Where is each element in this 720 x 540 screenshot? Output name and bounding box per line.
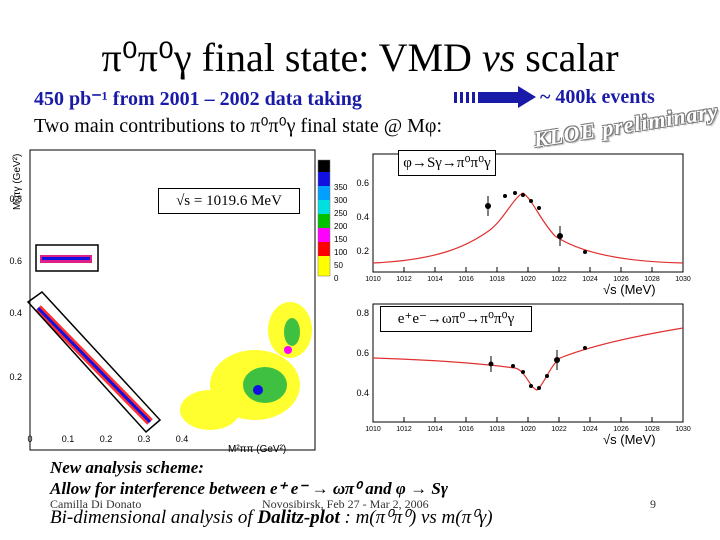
arrow-graphic (454, 86, 536, 108)
dalitz-colorbar: 350 300 250 200 150 100 50 0 (317, 159, 348, 283)
dalitz-x-tick: 0.3 (138, 434, 151, 444)
analysis-scheme-text: New analysis scheme: (50, 458, 204, 477)
x-tick-label: 1022 (551, 276, 567, 283)
events-text: ~ 400k events (540, 86, 655, 108)
colorbar-tick: 0 (334, 274, 339, 283)
x-tick-label: 1024 (582, 426, 598, 433)
page-number: 9 (650, 497, 656, 511)
colorbar-tick: 250 (334, 209, 348, 218)
omega-band-core (42, 257, 90, 260)
colorbar-tick: 100 (334, 248, 348, 257)
luminosity-text: 450 pb⁻¹ from 2001 – 2002 data taking (34, 88, 362, 110)
x-tick-label: 1016 (458, 426, 474, 433)
dalitz-x-tick: 0.4 (176, 434, 189, 444)
footer-conference: Novosibirsk, Feb 27 - Mar 2, 2006 (262, 497, 429, 511)
omega-fit-curve (372, 327, 684, 391)
omega-band-box (35, 244, 99, 272)
omega-y-tick: 0.6 (356, 348, 369, 358)
energy-label: √s = 1019.6 MeV (158, 188, 300, 214)
x-tick-label: 1016 (458, 276, 474, 283)
x-tick-label: 1012 (396, 276, 412, 283)
x-tick-label: 1024 (582, 276, 598, 283)
omega-data-points (488, 346, 587, 390)
x-tick-label: 1020 (520, 426, 536, 433)
omega-y-tick: 0.8 (356, 308, 369, 318)
bidim-prefix: Bi-dimensional analysis of (50, 507, 253, 528)
x-tick-label: 1018 (489, 426, 505, 433)
omega-xlabel: √s (MeV) (603, 432, 656, 447)
scalar-plot-label: φ→Sγ→π⁰π⁰γ (398, 150, 496, 176)
x-tick-label: 1028 (644, 276, 660, 283)
x-tick-label: 1018 (489, 276, 505, 283)
title-rest: scalar (525, 35, 619, 80)
dalitz-y-tick: 0.8 (9, 194, 22, 204)
footer-author: Camilla Di Donato (50, 497, 142, 511)
dalitz-y-tick: 0.6 (9, 256, 22, 266)
dalitz-x-tick: 0 (27, 434, 32, 444)
x-tick-label: 1020 (520, 276, 536, 283)
scalar-xlabel: √s (MeV) (603, 282, 656, 297)
omega-x-axis: 1010 1012 1014 1016 1018 1020 1022 1024 1026 1028… (365, 417, 691, 433)
title-main: π⁰π⁰γ final state: VMD (101, 35, 472, 80)
x-tick-label: 1014 (427, 276, 443, 283)
dalitz-y-axis: 0.8 0.6 0.4 0.2 M²πγ (GeV²) (9, 154, 23, 382)
colorbar-tick: 350 (334, 183, 348, 192)
scalar-y-tick: 0.4 (356, 212, 369, 222)
contributions-text: Two main contributions to π⁰π⁰γ final st… (34, 115, 443, 137)
dalitz-word: Dalitz-plot (257, 507, 340, 528)
slide-title: π⁰π⁰γ final state: VMD vs scalar (0, 34, 720, 81)
dalitz-ylabel: M²πγ (GeV²) (12, 154, 23, 210)
omega-plot-label: e⁺e⁻→ωπ⁰→π⁰π⁰γ (380, 306, 532, 332)
title-vs: vs (481, 35, 516, 80)
bidimensional-text: Bi-dimensional analysis of Dalitz-plot :… (50, 506, 493, 529)
omega-y-tick: 0.4 (356, 388, 369, 398)
x-tick-label: 1028 (644, 426, 660, 433)
x-tick-label: 1012 (396, 426, 412, 433)
dalitz-x-axis: 0 0.1 0.2 0.3 0.4 M²ππ (GeV²) (27, 434, 286, 455)
dalitz-xlabel: M²ππ (GeV²) (228, 444, 286, 455)
dalitz-y-tick: 0.2 (9, 372, 22, 382)
colorbar-tick: 150 (334, 235, 348, 244)
x-tick-label: 1030 (675, 276, 691, 283)
interference-text: Allow for interference between e⁺ e⁻ → ω… (50, 479, 448, 498)
scalar-y-tick: 0.6 (356, 178, 369, 188)
dalitz-x-tick: 0.2 (100, 434, 113, 444)
x-tick-label: 1030 (675, 426, 691, 433)
x-tick-label: 1022 (551, 426, 567, 433)
scalar-data-points (485, 191, 587, 254)
scalar-y-tick: 0.2 (356, 246, 369, 256)
x-tick-label: 1010 (365, 276, 381, 283)
scalar-x-axis: 1010 1012 1014 1016 1018 1020 1022 1024 1026 1028… (365, 267, 691, 283)
colorbar-tick: 200 (334, 222, 348, 231)
bidim-suffix: : m(π⁰π⁰) vs m(π⁰γ) (344, 507, 493, 528)
x-tick-label: 1026 (613, 276, 629, 283)
x-tick-label: 1014 (427, 426, 443, 433)
scalar-blob (180, 302, 312, 430)
dalitz-x-tick: 0.1 (62, 434, 75, 444)
dalitz-y-tick: 0.4 (9, 308, 22, 318)
colorbar-tick: 300 (334, 196, 348, 205)
x-tick-label: 1026 (613, 426, 629, 433)
colorbar-tick: 50 (334, 261, 343, 270)
x-tick-label: 1010 (365, 426, 381, 433)
scalar-band (26, 291, 162, 434)
